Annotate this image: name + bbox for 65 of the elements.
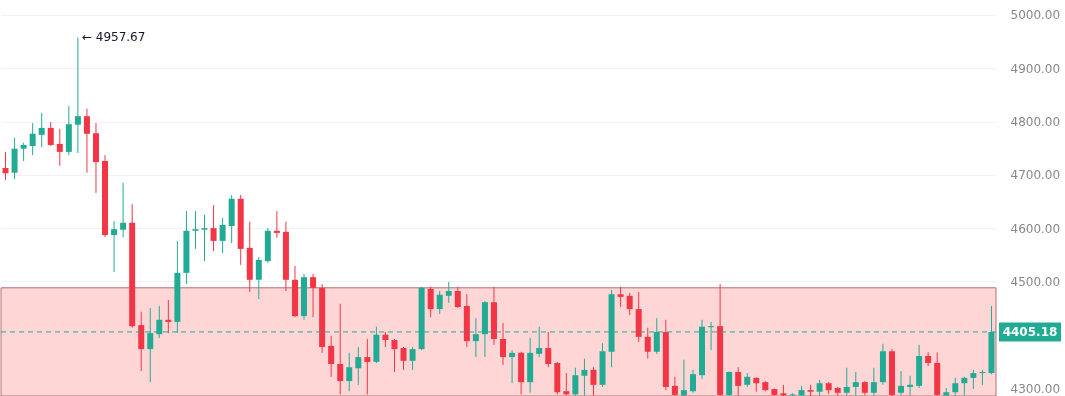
candlestick [355,346,362,386]
candlestick [509,349,516,384]
candlestick [590,366,597,396]
y-tick-label: 5000.00 [1010,8,1061,23]
candlestick [500,322,507,366]
candlestick [391,338,398,373]
candlestick [337,303,344,395]
candlestick [617,286,624,308]
candlestick [192,210,199,250]
candlestick [644,327,651,360]
annotation: ← 4957.67 [81,30,146,45]
candlestick [852,371,859,396]
candlestick [445,281,452,304]
candlestick [789,392,796,396]
candlestick [29,122,36,156]
ref-line-label: 4405.18 [1002,324,1058,339]
candlestick [979,369,986,386]
candlestick [56,128,63,167]
candlestick [47,121,54,147]
candlestick [427,286,434,318]
candlestick [20,142,27,162]
candlestick [870,367,877,396]
candlestick [572,367,579,396]
candlestick [581,358,588,396]
y-tick-label: 4600.00 [1010,221,1061,236]
candlestick [273,210,280,239]
candlestick [563,372,570,396]
candlestick [689,369,696,394]
candlestick [735,366,742,396]
candlestick [961,376,968,396]
candlestick [409,346,416,371]
candlestick [138,311,145,372]
candlestick [436,290,443,315]
candlestick [328,335,335,378]
y-tick-label: 4500.00 [1010,274,1061,289]
candlestick [38,112,45,148]
candlestick [364,338,371,395]
candlestick [843,367,850,396]
candlestick [255,256,262,300]
candlestick [219,217,226,254]
candlestick [898,370,905,396]
candlestick [726,370,733,396]
candlestick [201,214,208,262]
candlestick [120,182,127,238]
y-tick-label: 4300.00 [1010,381,1061,396]
candlestick [165,299,172,334]
candlestick [626,292,633,316]
candlestick [83,108,90,174]
candlestick [400,346,407,371]
y-tick-label: 4700.00 [1010,168,1061,183]
candlestick [210,204,217,252]
candlestick [907,375,914,396]
candlestick [111,220,118,273]
candlestick [310,273,317,318]
candlestick [454,286,461,309]
y-tick-label: 4900.00 [1010,61,1061,76]
candlestick [545,331,552,368]
candlestick [74,36,81,154]
candlestick [11,137,18,180]
y-tick-label: 4800.00 [1010,115,1061,130]
candlestick [671,376,678,396]
candlestick [970,369,977,390]
candlestick [2,151,9,181]
candlestick [346,352,353,392]
candlestick [680,359,687,396]
